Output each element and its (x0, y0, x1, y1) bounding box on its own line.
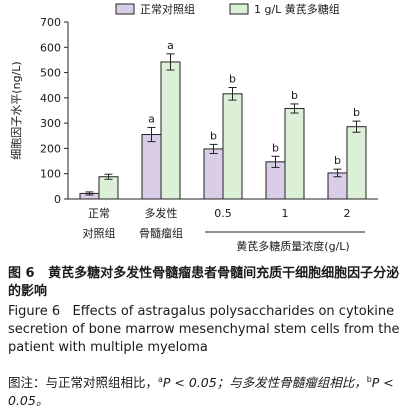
bar (346, 126, 367, 200)
y-tick-label: 0 (54, 193, 61, 206)
y-tick-label: 300 (40, 117, 61, 130)
significance-label: a (167, 39, 174, 52)
x-tick-label: 对照组 (83, 226, 116, 240)
x-tick-label: 骨髓瘤组 (139, 226, 183, 240)
x-tick-label: 0.5 (214, 207, 232, 220)
y-tick-label: 700 (40, 16, 61, 29)
legend-label: 1 g/L 黄芪多糖组 (254, 2, 340, 16)
significance-label: b (353, 106, 360, 119)
legend-swatch (229, 3, 249, 15)
y-tick-label: 500 (40, 67, 61, 80)
y-tick-label: 200 (40, 142, 61, 155)
note-b-text: P < 0.05。 (8, 375, 394, 408)
note-a-text: P < 0.05；与多发性骨髓瘤组相比， (162, 375, 367, 390)
bar (141, 134, 162, 200)
x-tick-label: 正常 (88, 207, 110, 220)
caption-cn-title: 黄芪多糖对多发性骨髓瘤患者骨髓间充质干细胞细胞因子分泌的影响 (8, 266, 400, 299)
bar (222, 93, 243, 200)
group-label: 黄芪多糖质量浓度(g/L) (236, 239, 349, 253)
caption-en-label: Figure 6 (8, 304, 61, 319)
note-a-superscript: a (158, 374, 163, 384)
bar (160, 61, 181, 200)
significance-label: b (291, 89, 298, 102)
note-b-superscript: b (366, 374, 372, 384)
y-axis-label: 细胞因子水平(ng/L) (10, 61, 23, 159)
y-tick-label: 100 (40, 168, 61, 181)
bar (203, 148, 224, 200)
caption-en-title: Effects of astragalus polysaccharides on… (8, 304, 400, 355)
significance-label: b (334, 154, 341, 167)
bar (284, 107, 305, 200)
y-tick-label: 600 (40, 41, 61, 54)
figure-caption-chinese: 图 6 黄芪多糖对多发性骨髓瘤患者骨髓间充质干细胞细胞因子分泌的影响 (8, 265, 412, 301)
y-axis: 0 100 200 300 400 500 600 700 细胞因子水平(ng/L) (10, 16, 69, 206)
bars: a a b b b b b b (79, 39, 367, 200)
caption-cn-label: 图 6 (8, 266, 35, 281)
legend: 正常对照组 1 g/L 黄芪多糖组 (115, 2, 340, 16)
bar-chart: 正常对照组 1 g/L 黄芪多糖组 0100200300400500600700细… (10, 2, 378, 253)
bar (98, 176, 119, 200)
x-tick-label: 多发性 (145, 206, 178, 220)
note-prefix: 图注：与正常对照组相比， (8, 375, 159, 390)
significance-label: b (272, 141, 279, 154)
figure-note: 图注：与正常对照组相比，aP < 0.05；与多发性骨髓瘤组相比，bP < 0.… (8, 374, 412, 410)
significance-label: b (210, 129, 217, 142)
y-tick-label: 400 (40, 92, 61, 105)
figure-caption-english: Figure 6 Effects of astragalus polysacch… (8, 303, 412, 357)
significance-label: a (148, 112, 155, 125)
x-axis: 正常对照组 多发性骨髓瘤组 0.5 1 2 黄芪多糖质量浓度(g/L) (68, 198, 378, 253)
x-tick-label: 2 (344, 207, 351, 220)
legend-swatch (115, 3, 135, 15)
x-tick-label: 1 (282, 207, 289, 220)
significance-label: b (229, 72, 236, 85)
legend-label: 正常对照组 (140, 2, 195, 16)
